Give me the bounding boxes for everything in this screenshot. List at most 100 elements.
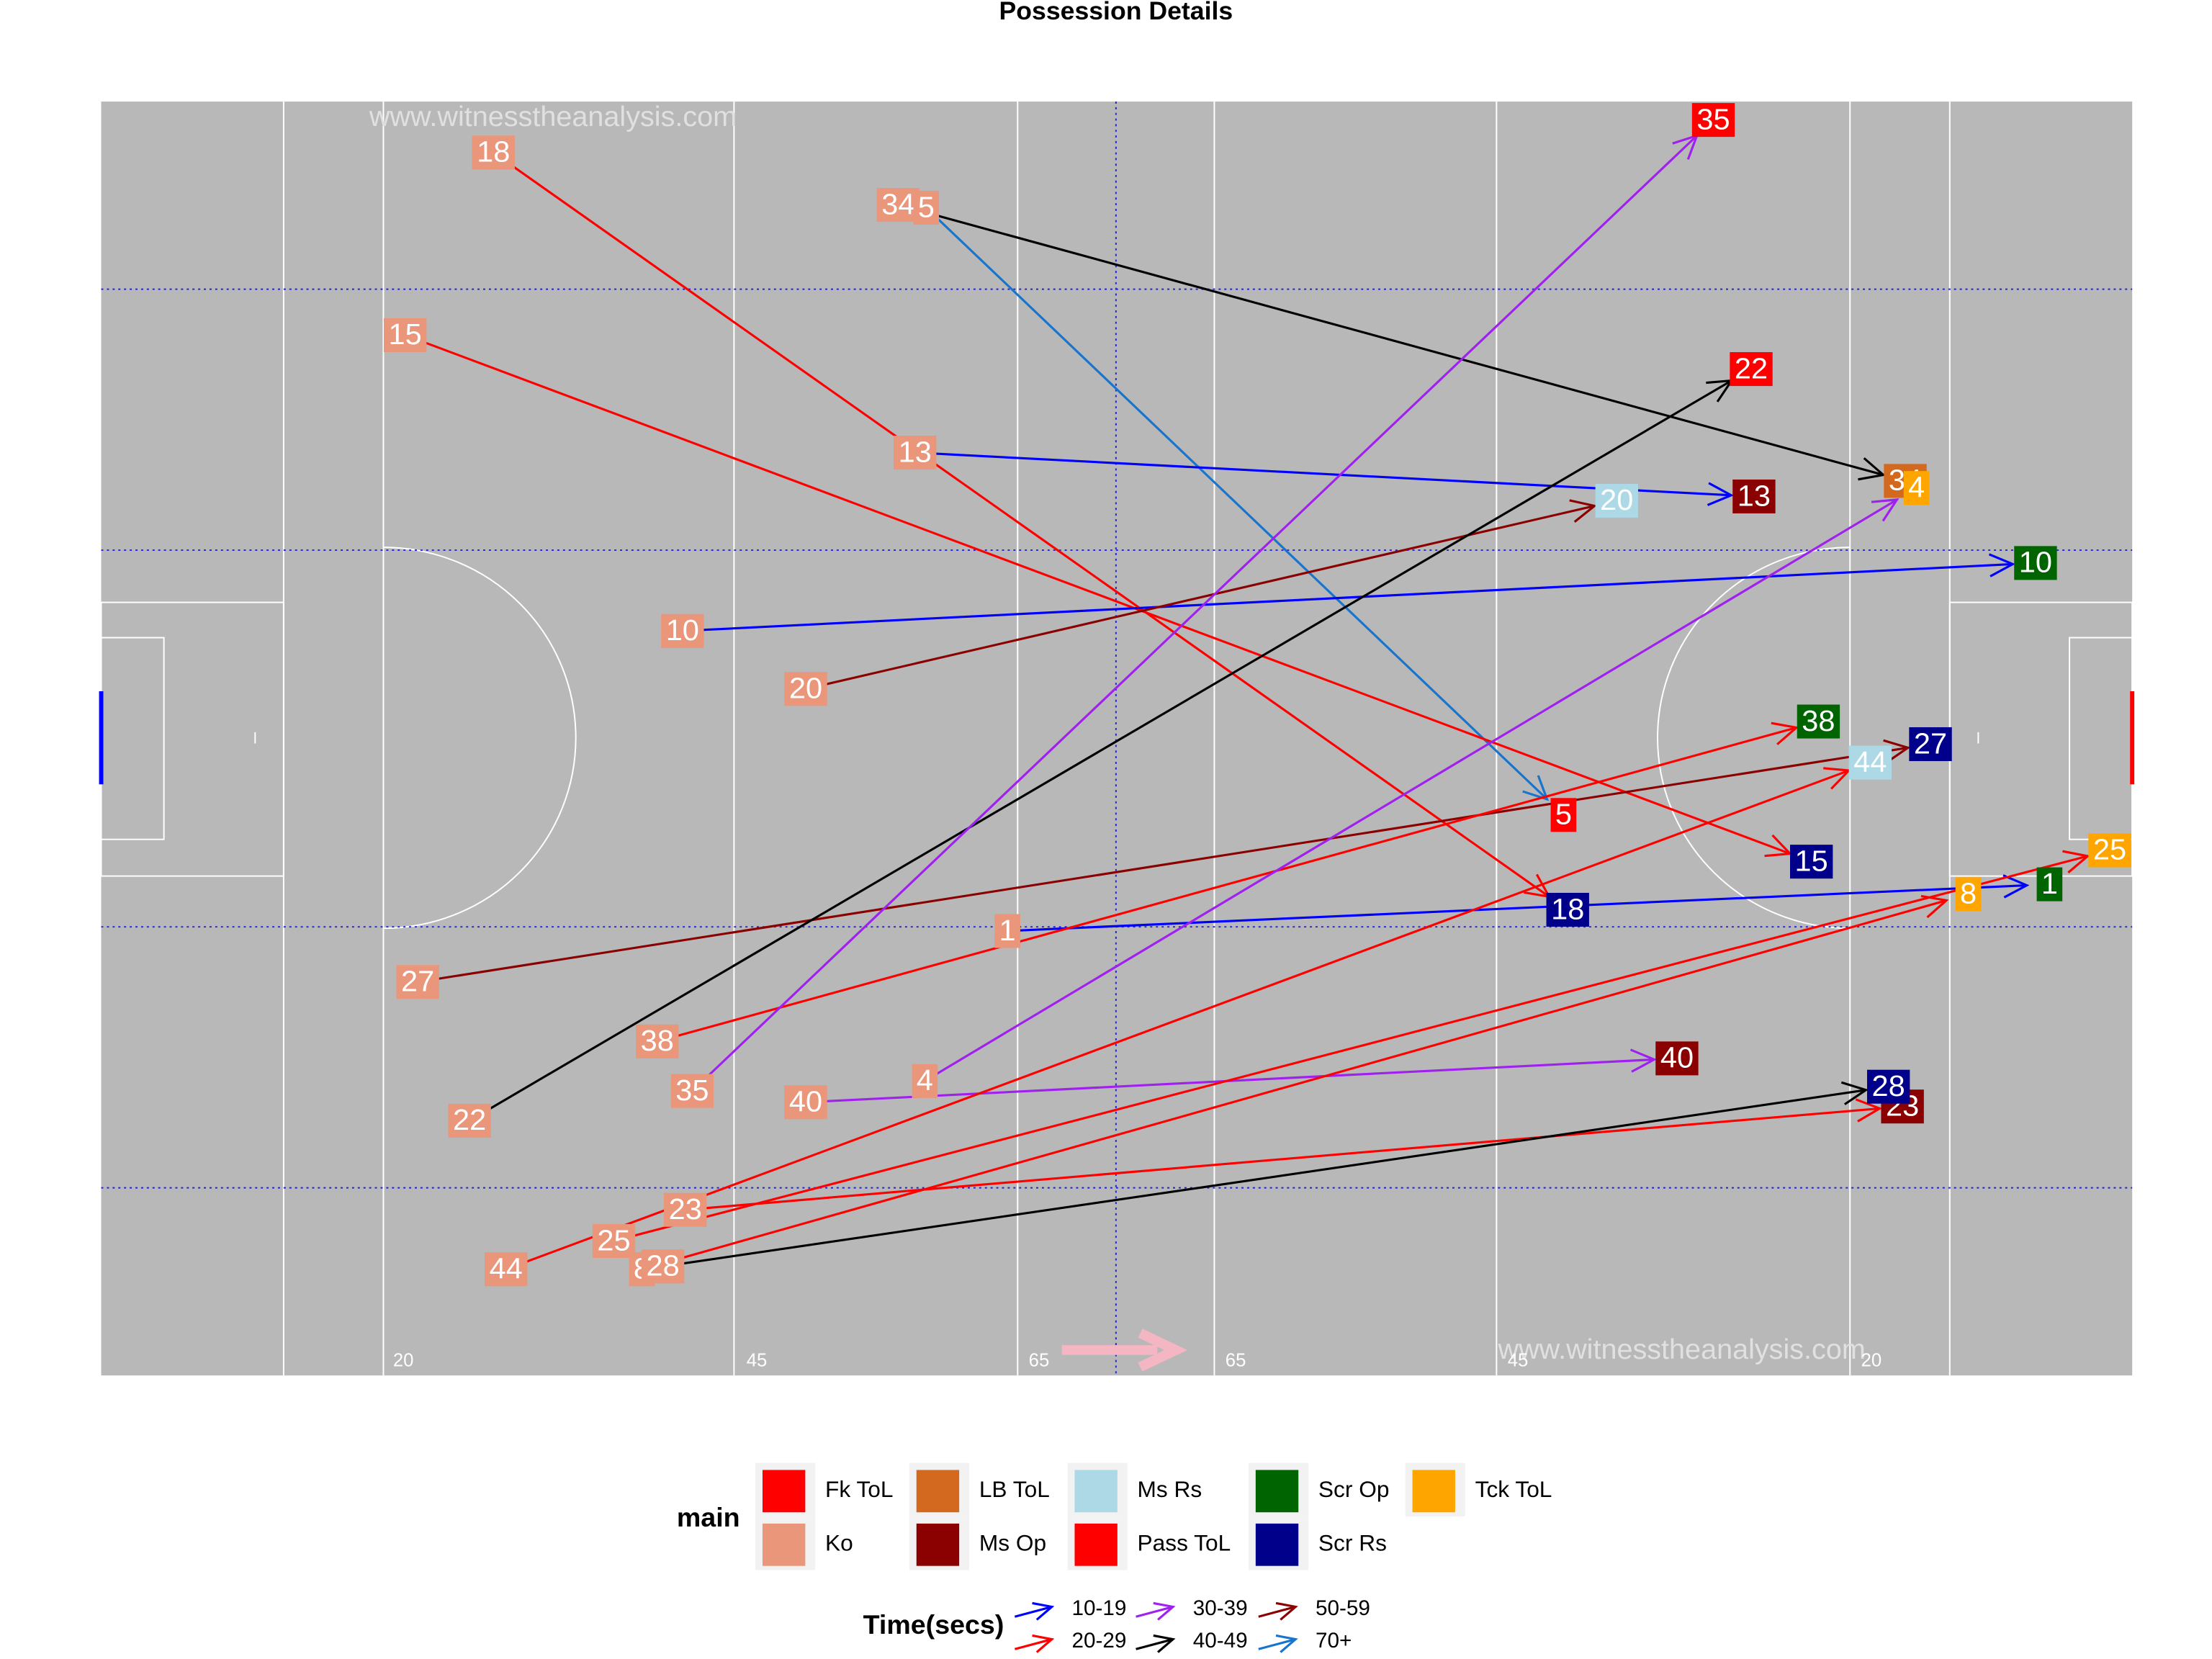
event-label: 40 <box>789 1085 822 1118</box>
event-tag <box>2036 867 2063 902</box>
event-tag <box>670 1074 714 1108</box>
legend-swatch <box>1074 1470 1118 1513</box>
possession-arrow <box>914 451 1732 497</box>
event-label: 20 <box>1600 483 1633 516</box>
event-tag <box>784 1085 827 1120</box>
legend-swatch <box>1255 1470 1299 1513</box>
arrow-head <box>1871 498 1899 522</box>
event-label: 35 <box>675 1074 709 1107</box>
event-tag <box>396 965 439 999</box>
possession-arrow <box>682 562 2013 632</box>
event-tag <box>994 914 1020 948</box>
legend-label: LB ToL <box>979 1476 1050 1502</box>
event-tag <box>1655 1041 1699 1076</box>
possession-arrow <box>469 379 1732 1122</box>
legend-label: 10-19 <box>1071 1596 1126 1620</box>
arrow-head <box>1522 775 1550 801</box>
event-label: 28 <box>1872 1069 1905 1102</box>
legend-swatch <box>1255 1523 1299 1566</box>
event-tag <box>1790 845 1833 879</box>
event-label: 22 <box>1735 352 1768 385</box>
legend-swatch <box>762 1523 806 1566</box>
event-label: 23 <box>669 1192 702 1226</box>
event-label: 13 <box>1737 480 1771 513</box>
event-label: 40 <box>1660 1041 1694 1074</box>
possession-arrow <box>641 899 1947 1271</box>
possession-arrow <box>657 726 1797 1043</box>
legend-title: Time(secs) <box>863 1609 1004 1640</box>
event-label: 15 <box>1795 845 1828 878</box>
event-label: 10 <box>2019 546 2052 579</box>
legend-line <box>1258 1638 1296 1650</box>
legend-label: 30-39 <box>1193 1596 1248 1620</box>
legend-label: Scr Op <box>1318 1476 1390 1502</box>
event-tag <box>1732 479 1776 514</box>
event-label: 8 <box>1960 877 1977 910</box>
event-tag <box>1595 483 1638 518</box>
possession-arrow <box>613 855 2088 1242</box>
arrow-head <box>1855 1098 1883 1123</box>
possession-arrow <box>493 151 1550 898</box>
arrow-head <box>2062 850 2090 874</box>
event-tag <box>912 1064 938 1098</box>
legend-line <box>1258 1605 1296 1618</box>
event-label: 18 <box>1551 892 1584 925</box>
event-tag <box>2014 546 2057 580</box>
event-tag <box>913 190 940 225</box>
arrow-head <box>1771 721 1799 745</box>
event-label: 1 <box>2041 867 2058 900</box>
legend-label: 50-59 <box>1316 1596 1370 1620</box>
watermark: www.witnesstheanalysis.com <box>1498 1334 1866 1365</box>
legend-label: Ms Rs <box>1138 1476 1202 1502</box>
possession-arrow <box>662 1089 1866 1268</box>
event-tag <box>1730 352 1773 387</box>
arrow-head <box>1569 499 1598 523</box>
possession-arrow <box>924 498 1898 1082</box>
event-tag <box>1797 704 1840 739</box>
event-label: 38 <box>641 1024 674 1057</box>
event-label: 38 <box>1802 704 1835 737</box>
event-tag <box>661 613 704 648</box>
possession-arrow <box>417 746 1909 984</box>
direction-arrow <box>1138 1328 1187 1372</box>
legend-label: Ms Op <box>979 1530 1046 1556</box>
legend-line <box>1014 1638 1053 1650</box>
event-tag <box>383 318 427 352</box>
event-tag <box>485 1252 528 1287</box>
arrow-head <box>1988 553 2015 577</box>
legend-arrow-head <box>1153 1634 1176 1653</box>
legend-arrow-head <box>1275 1601 1298 1621</box>
arrow-head <box>1920 894 1949 919</box>
possession-arrow <box>925 207 1548 801</box>
arrow-head <box>1707 482 1734 506</box>
legend-arrow-head <box>1032 1634 1055 1653</box>
arrow-head <box>1883 739 1911 763</box>
legend-label: 70+ <box>1316 1629 1352 1653</box>
legend-swatch <box>916 1523 960 1566</box>
legend-label: Scr Rs <box>1318 1530 1387 1556</box>
legend-swatch <box>916 1470 960 1513</box>
legend-swatch <box>1412 1470 1455 1513</box>
event-label: 25 <box>2093 833 2126 866</box>
event-label: 5 <box>918 191 935 224</box>
possession-arrow <box>691 135 1698 1092</box>
event-tag <box>894 436 937 470</box>
legend-arrow-head <box>1032 1601 1055 1621</box>
chart-title: Possession Details <box>999 0 1233 25</box>
pitch-label: 65 <box>1226 1350 1246 1370</box>
event-tag <box>1848 745 1892 780</box>
legend-line <box>1136 1605 1174 1618</box>
event-label: 1 <box>999 914 1016 947</box>
arrow-head <box>1840 1081 1869 1105</box>
possession-arrow <box>405 333 1791 855</box>
event-tag <box>1955 877 1982 912</box>
possession-arrow <box>505 769 1850 1271</box>
pitch-surface <box>101 102 2133 1376</box>
event-tag <box>448 1103 491 1138</box>
event-label: 22 <box>453 1103 486 1136</box>
possession-arrow <box>685 1107 1880 1211</box>
legend-label: Tck ToL <box>1475 1476 1552 1502</box>
possession-arrow <box>805 505 1595 691</box>
